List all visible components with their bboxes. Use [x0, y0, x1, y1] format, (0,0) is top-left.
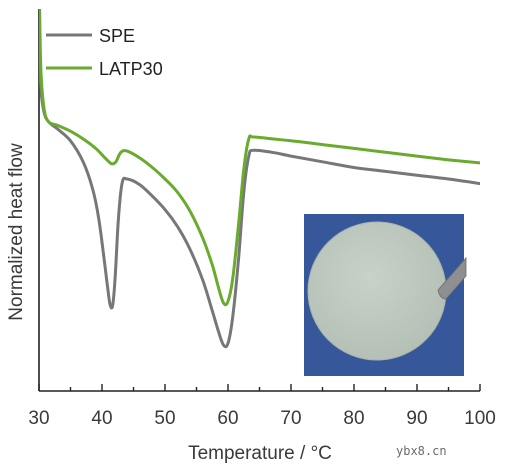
- y-axis-title: Normalized heat flow: [6, 143, 27, 321]
- watermark-text: ybx8.cn: [396, 444, 447, 458]
- series-line-latp30: [39, 9, 480, 307]
- x-axis-title: Temperature / °C: [188, 443, 332, 464]
- x-tick-label: 80: [343, 408, 364, 429]
- membrane-disc: [307, 221, 447, 361]
- x-tick-label: 70: [280, 408, 301, 429]
- inset-photo: [304, 214, 467, 376]
- x-tick-labels: 30 40 50 60 70 80 90 100: [28, 408, 495, 429]
- legend-label-latp30: LATP30: [99, 59, 163, 79]
- x-tick-marks: [38, 384, 481, 391]
- legend: SPE LATP30: [46, 26, 163, 79]
- x-tick-label: 30: [28, 408, 49, 429]
- tweezer-tip: [437, 256, 467, 300]
- legend-label-spe: SPE: [99, 26, 135, 46]
- x-tick-label: 50: [154, 408, 175, 429]
- x-tick-label: 90: [406, 408, 427, 429]
- x-tick-label: 100: [464, 408, 496, 429]
- x-tick-label: 60: [217, 408, 238, 429]
- series-line-spe: [39, 49, 480, 349]
- x-tick-label: 40: [91, 408, 112, 429]
- series-layer: [39, 9, 480, 349]
